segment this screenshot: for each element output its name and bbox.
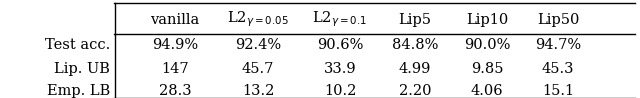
Text: 84.8%: 84.8%	[392, 38, 438, 52]
Text: Lip. UB: Lip. UB	[54, 62, 110, 76]
Text: 90.0%: 90.0%	[464, 38, 510, 52]
Text: 28.3: 28.3	[159, 84, 191, 98]
Text: 94.9%: 94.9%	[152, 38, 198, 52]
Text: 4.99: 4.99	[399, 62, 431, 76]
Text: 90.6%: 90.6%	[317, 38, 363, 52]
Text: Lip10: Lip10	[466, 13, 508, 27]
Text: Lip50: Lip50	[537, 13, 579, 27]
Text: 92.4%: 92.4%	[235, 38, 281, 52]
Text: Emp. LB: Emp. LB	[47, 84, 110, 98]
Text: 4.06: 4.06	[470, 84, 503, 98]
Text: 45.3: 45.3	[541, 62, 574, 76]
Text: vanilla: vanilla	[150, 13, 200, 27]
Text: Lip5: Lip5	[399, 13, 431, 27]
Text: 9.85: 9.85	[471, 62, 503, 76]
Text: 147: 147	[161, 62, 189, 76]
Text: L2$_{\gamma=0.05}$: L2$_{\gamma=0.05}$	[227, 10, 289, 29]
Text: Test acc.: Test acc.	[45, 38, 110, 52]
Text: 45.7: 45.7	[242, 62, 274, 76]
Text: 2.20: 2.20	[399, 84, 431, 98]
Text: 15.1: 15.1	[542, 84, 574, 98]
Text: 94.7%: 94.7%	[535, 38, 581, 52]
Text: L2$_{\gamma=0.1}$: L2$_{\gamma=0.1}$	[312, 10, 367, 29]
Text: 10.2: 10.2	[324, 84, 356, 98]
Text: 13.2: 13.2	[242, 84, 274, 98]
Text: 33.9: 33.9	[324, 62, 356, 76]
